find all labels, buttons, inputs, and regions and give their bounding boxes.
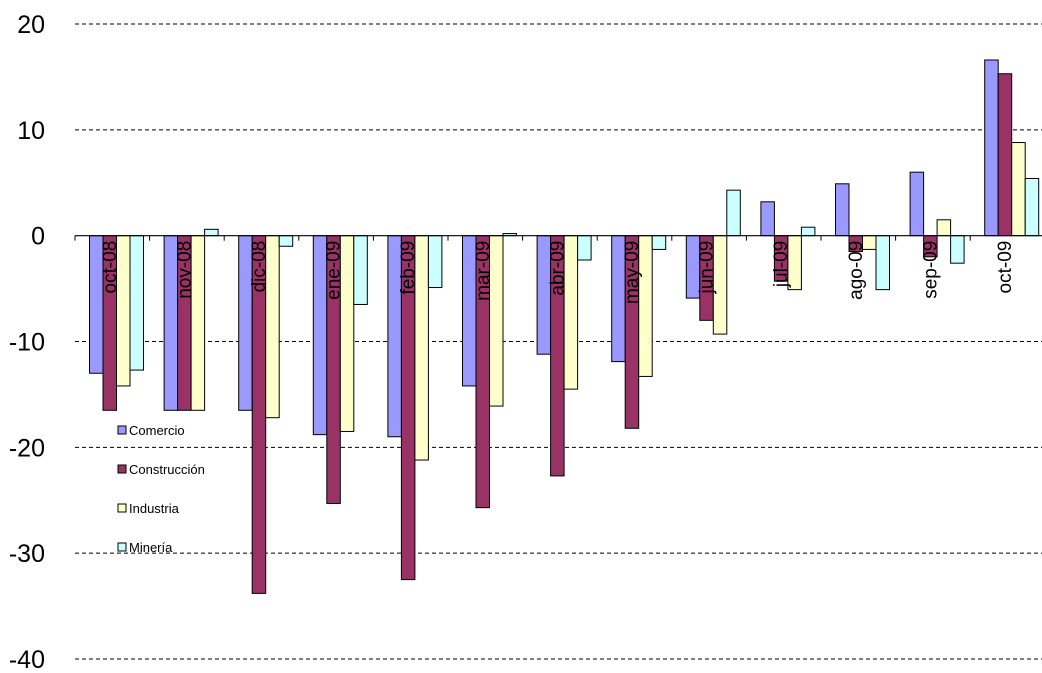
- x-tick-label: oct-08: [100, 241, 121, 294]
- y-tick-label: -20: [9, 434, 45, 462]
- bar: [760, 201, 775, 237]
- legend-label: Minería: [129, 540, 173, 555]
- y-tick-label: 10: [17, 117, 45, 145]
- bar: [950, 235, 965, 264]
- legend-swatch: [117, 542, 127, 552]
- x-tick-label: oct-09: [995, 241, 1016, 294]
- bar: [353, 235, 368, 305]
- bar: [997, 73, 1013, 237]
- legend: Comercio Construcción Industria Minería: [117, 423, 205, 555]
- legend-label: Industria: [129, 501, 180, 516]
- x-tick-label: abr-09: [547, 241, 568, 296]
- y-tick-label: -40: [9, 646, 45, 673]
- bar: [129, 235, 144, 371]
- bar: [651, 235, 667, 250]
- x-tick-label: ene-09: [324, 241, 345, 300]
- x-tick-label: nov-08: [174, 241, 195, 299]
- bar: [204, 228, 219, 237]
- y-axis-ticks: -40 -30 -20 -10 0 10 20: [9, 11, 45, 673]
- x-tick-label: sep-09: [920, 241, 941, 299]
- bar: [278, 235, 294, 247]
- bar: [1011, 142, 1026, 237]
- y-tick-label: 20: [17, 11, 45, 39]
- y-tick-label: -30: [9, 540, 45, 568]
- x-tick-label: feb-09: [398, 241, 419, 295]
- x-tick-label: dic-08: [249, 241, 270, 293]
- legend-label: Construcción: [129, 462, 205, 477]
- bar: [726, 189, 741, 237]
- x-tick-label: ago-09: [846, 241, 867, 300]
- bar: [427, 235, 443, 289]
- x-axis-labels: oct-08 nov-08 dic-08 ene-09 feb-09 mar-09 abr-…: [100, 241, 1016, 304]
- legend-swatch: [117, 464, 127, 474]
- y-tick-label: 0: [31, 223, 45, 251]
- x-tick-label: mar-09: [473, 241, 494, 301]
- legend-swatch: [117, 425, 127, 435]
- bar: [984, 59, 999, 237]
- bar: [936, 219, 952, 237]
- bar: [577, 235, 592, 261]
- bar: [835, 183, 850, 237]
- x-tick-label: jun-09: [697, 241, 718, 295]
- bar: [875, 235, 890, 291]
- axes: [74, 235, 1042, 241]
- bars: [89, 59, 1040, 594]
- legend-label: Comercio: [129, 423, 185, 438]
- legend-swatch: [117, 503, 127, 513]
- x-tick-label: jul-09: [771, 241, 792, 288]
- bar: [1024, 178, 1040, 237]
- bar: [800, 226, 816, 237]
- x-tick-label: may-09: [622, 241, 643, 304]
- bar: [909, 171, 925, 237]
- y-tick-label: -10: [9, 329, 45, 357]
